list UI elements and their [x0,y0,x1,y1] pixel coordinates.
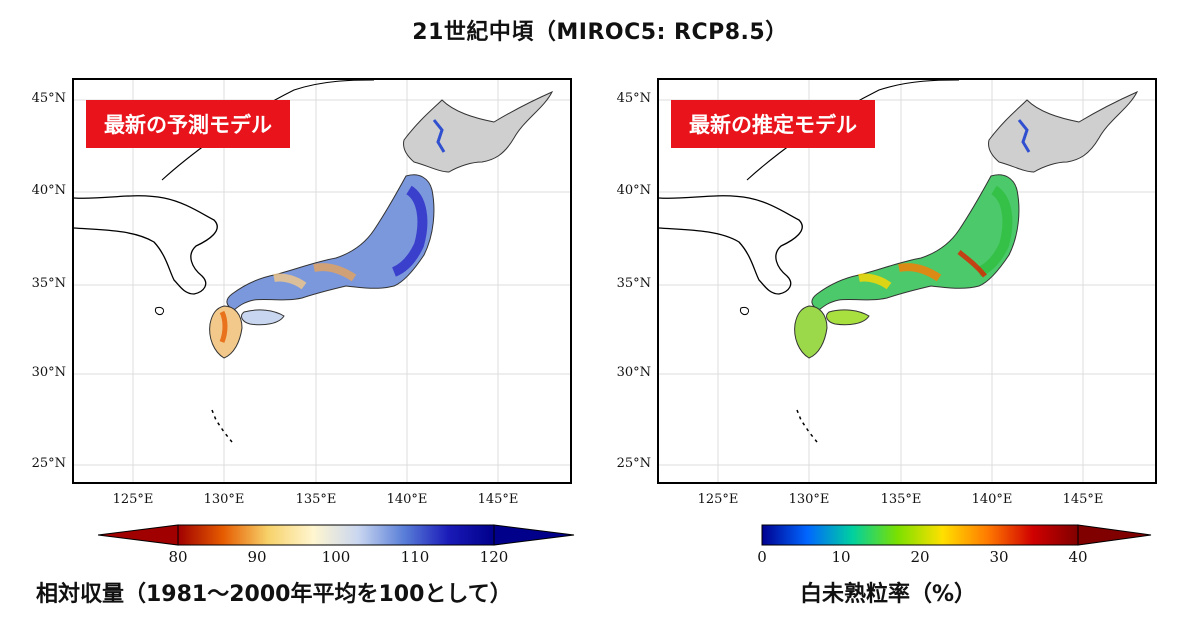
colorbar-low-extension [98,524,179,546]
map-canvas [659,80,1155,482]
lon-label: 140°E [971,492,1013,507]
lon-label: 145°E [477,492,519,507]
colorbar-tick: 100 [321,548,351,566]
lat-label: 40°N [616,183,651,198]
lon-label: 130°E [203,492,245,507]
figure-title: 21世紀中頃（MIROC5: RCP8.5） [412,20,788,45]
honshu-region [811,174,1020,311]
lon-label: 135°E [295,492,337,507]
lat-label: 25°N [616,456,651,471]
lon-label: 140°E [386,492,428,507]
lat-label: 45°N [31,91,66,106]
colorbar-tick: 120 [479,548,509,566]
lat-label: 25°N [31,456,66,471]
hokkaido-region [403,90,554,173]
kyushu-region [794,305,828,359]
lon-label: 145°E [1062,492,1104,507]
lat-label: 30°N [31,365,66,380]
shikoku-region [241,309,285,326]
colorbar-tick: 20 [910,548,930,566]
model-badge: 最新の予測モデル [86,100,290,148]
colorbar-tick: 90 [247,548,267,566]
colorbar-tick: 110 [400,548,430,566]
mainland-coastline [659,195,803,295]
colorbar-title: 白未熟粒率（%） [800,582,977,607]
colorbar-tick: 80 [168,548,188,566]
colorbar-gradient [761,524,1079,546]
colorbar-high-extension [493,524,575,546]
honshu-region [226,174,435,311]
shikoku-region [826,309,870,326]
colorbar-gradient [177,524,495,546]
lat-label: 35°N [31,276,66,291]
hokkaido-region [988,90,1139,173]
colorbar-relative-yield [98,524,575,546]
colorbar-tick: 40 [1068,548,1088,566]
lat-label: 40°N [31,183,66,198]
map-panel-chalky-grain-rate: 最新の推定モデル [657,78,1157,484]
lon-label: 125°E [697,492,739,507]
russia-coastline [746,80,960,181]
mainland-coastline [74,195,218,295]
colorbar-high-extension [1077,524,1152,546]
lon-label: 125°E [112,492,154,507]
map-panel-relative-yield: 最新の予測モデル [72,78,572,484]
model-badge: 最新の推定モデル [671,100,875,148]
lon-label: 135°E [880,492,922,507]
lon-label: 130°E [788,492,830,507]
lat-label: 45°N [616,91,651,106]
colorbar-tick: 30 [989,548,1009,566]
russia-coastline [161,80,375,181]
lat-label: 35°N [616,276,651,291]
lat-label: 30°N [616,365,651,380]
colorbar-tick: 0 [757,548,767,566]
colorbar-title: 相対収量（1981～2000年平均を100として） [36,582,512,607]
colorbar-chalky-grain-rate [761,524,1152,546]
colorbar-tick: 10 [831,548,851,566]
